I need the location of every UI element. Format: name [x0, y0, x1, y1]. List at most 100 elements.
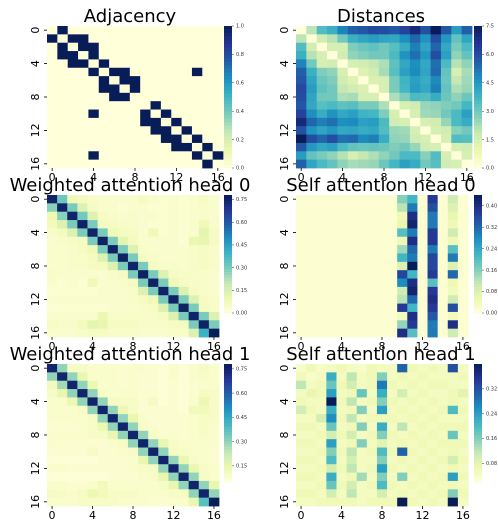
colorbar-segment [224, 36, 232, 41]
heatmap-cell [98, 67, 110, 77]
heatmap-cell [430, 134, 442, 144]
colorbar-segment [224, 221, 232, 225]
heatmap-cell [87, 286, 98, 296]
heatmap-cell [67, 26, 79, 35]
heatmap-cell [376, 236, 388, 246]
heatmap-cell [198, 439, 210, 448]
heatmap-cell [148, 397, 159, 407]
heatmap-cell [306, 328, 317, 338]
heatmap-cell [78, 67, 89, 77]
colorbar-tick-label: 0.24 [486, 246, 497, 252]
heatmap-cell [336, 253, 347, 263]
colorbar-segment [474, 369, 482, 374]
heatmap-cell [171, 42, 182, 52]
colorbar-segment [224, 86, 232, 91]
heatmap-cell [376, 480, 388, 490]
heatmap-cell [346, 278, 358, 288]
heatmap-cell [378, 34, 390, 44]
heatmap-cell [198, 489, 210, 499]
y-tick-label: 12 [29, 292, 42, 306]
heatmap-cell [138, 372, 149, 382]
heatmap-cell [129, 59, 141, 69]
heatmap-cell [158, 220, 169, 229]
heatmap-cell [107, 286, 119, 296]
colorbar-segment [474, 283, 482, 287]
heatmap-cell [57, 42, 69, 52]
heatmap-cell [127, 447, 139, 457]
heatmap-cell [47, 67, 58, 77]
colorbar-segment [474, 372, 482, 377]
heatmap-cell [296, 245, 307, 254]
colorbar-segment [224, 369, 232, 374]
heatmap-cell [150, 142, 162, 152]
heatmap-cell [447, 455, 459, 465]
colorbar-segment [474, 114, 482, 119]
heatmap-cell [148, 472, 159, 482]
heatmap-cell [440, 67, 452, 77]
heatmap-cell [316, 42, 328, 52]
heatmap-cell [378, 76, 390, 85]
heatmap-cell [168, 472, 179, 482]
colorbar-segment [474, 274, 482, 278]
colorbar-segment [474, 153, 482, 158]
colorbar-segment [474, 375, 482, 380]
heatmap-cell [107, 372, 119, 382]
heatmap-cell [306, 405, 317, 415]
heatmap-cell [178, 278, 190, 288]
heatmap-cell [356, 439, 368, 448]
heatmap-cell [138, 472, 149, 482]
heatmap-cell [440, 34, 452, 44]
colorbar-segment [474, 458, 482, 462]
heatmap-cell [67, 286, 78, 296]
heatmap-cell [397, 195, 408, 204]
heatmap-cell [158, 261, 169, 271]
heatmap-cell [198, 480, 210, 490]
heatmap-cell [306, 126, 318, 135]
heatmap-cell [158, 464, 169, 473]
colorbar-segment [224, 414, 232, 418]
heatmap-cell [168, 320, 179, 330]
heatmap-cell [208, 405, 220, 415]
heatmap-cell [57, 117, 69, 127]
heatmap-cell [57, 311, 68, 321]
heatmap-cell [178, 430, 190, 440]
heatmap-cell [417, 195, 428, 204]
heatmap-cell [387, 364, 398, 373]
heatmap-cell [158, 203, 169, 213]
heatmap-cell [138, 245, 149, 254]
heatmap-cell [97, 320, 109, 330]
heatmap-cell [437, 303, 449, 313]
heatmap-cell [366, 278, 378, 288]
colorbar-segment [224, 437, 232, 441]
heatmap-cell [346, 439, 358, 448]
heatmap-cell [336, 328, 347, 338]
heatmap-cell [397, 397, 408, 407]
colorbar-segment [224, 200, 232, 205]
heatmap-cell [316, 497, 327, 507]
colorbar-segment [224, 464, 232, 468]
heatmap-cell [346, 195, 358, 204]
heatmap-cell [399, 126, 411, 135]
colorbar-segment [474, 425, 482, 430]
heatmap-cell [376, 311, 388, 321]
heatmap-cell [138, 497, 149, 507]
heatmap-cell [57, 109, 69, 119]
heatmap-cell [447, 439, 459, 448]
heatmap-cell [356, 286, 368, 296]
colorbar-segment [474, 461, 482, 465]
heatmap-cell [198, 245, 210, 254]
heatmap-cell [127, 211, 139, 221]
heatmap-cell [148, 303, 159, 313]
heatmap-cell [107, 414, 119, 423]
heatmap-cell [78, 159, 89, 169]
heatmap-cell [127, 278, 139, 288]
heatmap-cell [451, 159, 463, 169]
heatmap-cell [376, 245, 388, 254]
heatmap-cell [437, 245, 449, 254]
heatmap-cell [67, 397, 78, 407]
heatmap-cell [107, 278, 119, 288]
heatmap-cell [57, 489, 68, 499]
heatmap-cell [336, 364, 347, 373]
heatmap-cell [387, 480, 398, 490]
heatmap-cell [356, 389, 368, 398]
